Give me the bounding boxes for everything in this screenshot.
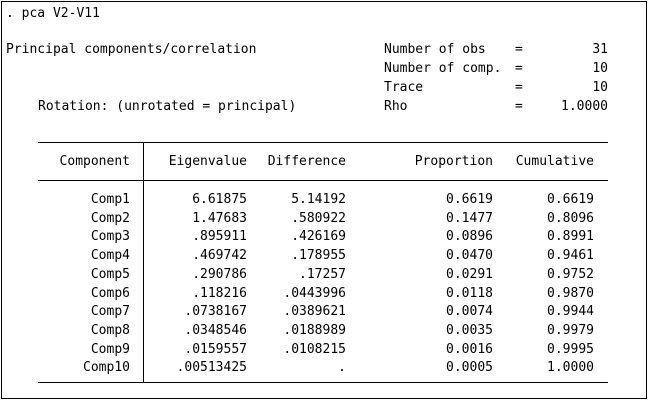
cell-cumulative: 0.6619 (547, 192, 594, 207)
header-component: Component (59, 154, 130, 169)
cell-component: Comp7 (90, 304, 130, 319)
cell-proportion: 0.0291 (446, 267, 493, 282)
cell-component: Comp1 (90, 192, 130, 207)
cell-difference: 5.14192 (291, 192, 346, 207)
table-column-divider (143, 142, 144, 382)
cell-eigenvalue: .00513425 (176, 360, 247, 375)
cell-difference: . (338, 360, 346, 375)
cell-difference: .17257 (299, 267, 346, 282)
cell-eigenvalue: .469742 (192, 248, 247, 263)
table-header-rule (38, 180, 608, 181)
cell-difference: .0108215 (283, 342, 346, 357)
cell-proportion: 0.0016 (446, 342, 493, 357)
cell-eigenvalue: .0738167 (184, 304, 247, 319)
cell-cumulative: 0.9752 (547, 267, 594, 282)
cell-cumulative: 0.8096 (547, 211, 594, 226)
cell-cumulative: 0.9995 (547, 342, 594, 357)
header-eigenvalue: Eigenvalue (168, 154, 247, 169)
cell-proportion: 0.0470 (446, 248, 493, 263)
cell-eigenvalue: .0348546 (184, 323, 247, 338)
cell-difference: .426169 (291, 229, 346, 244)
stat-eq-rho: = (515, 99, 523, 114)
stat-label-rho: Rho (384, 99, 408, 114)
cell-eigenvalue: .895911 (192, 229, 247, 244)
output-title: Principal components/correlation (6, 42, 257, 57)
table-bottom-rule (38, 382, 608, 383)
command-line: . pca V2-V11 (6, 6, 100, 21)
cell-difference: .0443996 (283, 286, 346, 301)
cell-difference: .0389621 (283, 304, 346, 319)
stat-eq-comp: = (515, 61, 523, 76)
stat-value-comp: 10 (592, 61, 608, 76)
table-top-rule (38, 142, 608, 143)
stat-value-rho: 1.0000 (561, 99, 608, 114)
cell-component: Comp4 (90, 248, 130, 263)
cell-cumulative: 0.9979 (547, 323, 594, 338)
cell-eigenvalue: 6.61875 (192, 192, 247, 207)
rotation-line: Rotation: (unrotated = principal) (38, 99, 297, 114)
stat-label-comp: Number of comp. (384, 61, 502, 76)
cell-proportion: 0.0005 (446, 360, 493, 375)
cell-component: Comp2 (90, 211, 130, 226)
cell-difference: .580922 (291, 211, 346, 226)
cell-cumulative: 0.9461 (547, 248, 594, 263)
cell-cumulative: 0.9944 (547, 304, 594, 319)
cell-proportion: 0.1477 (446, 211, 493, 226)
header-cumulative: Cumulative (515, 154, 594, 169)
cell-difference: .0188989 (283, 323, 346, 338)
header-proportion: Proportion (414, 154, 493, 169)
stat-value-trace: 10 (592, 80, 608, 95)
header-difference: Difference (267, 154, 346, 169)
cell-component: Comp3 (90, 229, 130, 244)
cell-component: Comp6 (90, 286, 130, 301)
cell-component: Comp9 (90, 342, 130, 357)
stat-label-trace: Trace (384, 80, 424, 95)
stat-value-obs: 31 (592, 42, 608, 57)
cell-proportion: 0.0896 (446, 229, 493, 244)
cell-component: Comp5 (90, 267, 130, 282)
cell-proportion: 0.0035 (446, 323, 493, 338)
cell-proportion: 0.0074 (446, 304, 493, 319)
cell-cumulative: 0.8991 (547, 229, 594, 244)
cell-proportion: 0.0118 (446, 286, 493, 301)
cell-component: Comp10 (83, 360, 130, 375)
cell-component: Comp8 (90, 323, 130, 338)
cell-cumulative: 0.9870 (547, 286, 594, 301)
cell-eigenvalue: 1.47683 (192, 211, 247, 226)
stat-eq-obs: = (515, 42, 523, 57)
cell-eigenvalue: .118216 (192, 286, 247, 301)
cell-difference: .178955 (291, 248, 346, 263)
cell-eigenvalue: .0159557 (184, 342, 247, 357)
stat-label-obs: Number of obs (384, 42, 486, 57)
cell-proportion: 0.6619 (446, 192, 493, 207)
cell-cumulative: 1.0000 (547, 360, 594, 375)
cell-eigenvalue: .290786 (192, 267, 247, 282)
stat-eq-trace: = (515, 80, 523, 95)
